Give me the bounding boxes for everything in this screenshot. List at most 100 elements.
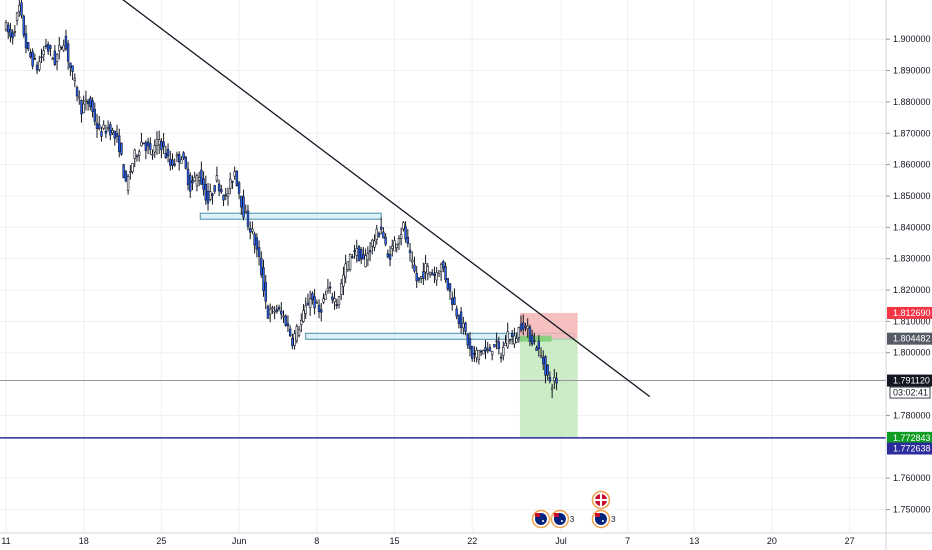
horizontal-levels[interactable] xyxy=(0,380,886,439)
candle-body xyxy=(502,347,505,356)
candle-body xyxy=(519,323,523,331)
candle-body xyxy=(160,141,163,151)
candle-body xyxy=(399,234,403,239)
candle-body xyxy=(424,263,427,273)
candle-body xyxy=(82,103,85,114)
candle-body xyxy=(75,87,79,97)
chart-grid xyxy=(0,0,886,533)
candle-body xyxy=(9,28,12,37)
candle-body xyxy=(244,211,247,214)
candle-body xyxy=(135,155,139,158)
candle-body xyxy=(240,195,243,208)
candle-body xyxy=(490,351,494,356)
support-zones[interactable] xyxy=(199,212,575,340)
candle-body xyxy=(46,44,50,52)
candle-body xyxy=(411,259,414,263)
y-tick-label: 1.800000 xyxy=(893,348,931,358)
event-count: 3 xyxy=(570,515,575,524)
candle-body xyxy=(431,272,434,276)
price-tag xyxy=(887,442,932,455)
candle-body xyxy=(530,334,534,345)
candle-body xyxy=(164,152,168,159)
candle-body xyxy=(302,310,305,322)
candle-body xyxy=(371,239,374,247)
x-tick-label: Jun xyxy=(232,536,247,546)
candle-body xyxy=(184,157,188,169)
candle-body xyxy=(118,135,121,153)
candle-body xyxy=(388,254,392,260)
x-tick-label: 7 xyxy=(625,536,630,546)
take-profit-zone[interactable] xyxy=(519,338,578,438)
candle-body xyxy=(337,296,341,306)
candle-body xyxy=(142,142,145,145)
candle-body xyxy=(277,307,281,310)
candle-body xyxy=(493,343,496,348)
candle-body xyxy=(20,2,23,16)
y-tick-label: 1.750000 xyxy=(893,504,931,514)
candle-body xyxy=(215,175,219,181)
candle-body xyxy=(149,143,152,150)
candle-body xyxy=(44,45,48,48)
candle-body xyxy=(546,364,549,376)
x-tick-label: 13 xyxy=(689,536,699,546)
price-tag xyxy=(887,306,932,319)
candle-body xyxy=(189,175,192,192)
candle-body xyxy=(78,96,81,99)
countdown-box xyxy=(889,386,931,399)
candle-body xyxy=(419,275,423,279)
candle-body xyxy=(255,237,259,250)
candle-body xyxy=(488,347,492,352)
downtrend-line[interactable] xyxy=(84,0,651,398)
candle-body xyxy=(446,278,449,290)
time-axis-labels: 11 18 25 Jun 8 15 22 Jul 7 13 20 27 xyxy=(1,536,854,546)
candle-body xyxy=(391,245,394,249)
candle-body xyxy=(131,163,134,173)
price-tag xyxy=(887,374,932,387)
candle-body xyxy=(457,315,461,324)
candle-body xyxy=(317,304,321,313)
candle-body xyxy=(40,56,43,59)
candle-body xyxy=(91,100,94,112)
candle-body xyxy=(311,293,314,300)
candle-body xyxy=(479,350,483,353)
candle-body xyxy=(533,340,536,342)
candle-body xyxy=(249,228,252,233)
y-tick-label: 1.760000 xyxy=(893,473,931,483)
candle-body xyxy=(553,377,556,382)
candle-body xyxy=(288,328,292,337)
candle-body xyxy=(217,183,221,192)
economic-event-marker[interactable] xyxy=(591,490,611,510)
price-tags: 1.812690 1.804482 1.791120 1.7728431.772638… xyxy=(887,306,932,455)
candle-body xyxy=(29,52,32,58)
support-zone-rectangle[interactable] xyxy=(199,212,382,220)
candle-body xyxy=(42,50,45,56)
candle-body xyxy=(177,153,181,163)
economic-event-marker[interactable]: 3 xyxy=(591,509,616,529)
economic-event-marker[interactable]: 3 xyxy=(531,509,557,529)
candle-body xyxy=(4,22,8,31)
candle-body xyxy=(231,180,234,183)
trendline[interactable] xyxy=(84,0,651,398)
candle-body xyxy=(271,307,274,310)
candle-body xyxy=(544,356,547,376)
candle-body xyxy=(415,272,418,282)
economic-event-marker[interactable]: 3 xyxy=(550,509,575,529)
candle-body xyxy=(484,347,487,352)
candle-body xyxy=(386,253,390,258)
price-axis-labels[interactable]: 1.900000 1.890000 1.880000 1.870000 1.860000… xyxy=(886,34,931,514)
candle-body xyxy=(528,326,532,342)
candle-body xyxy=(166,149,170,157)
candle-body xyxy=(495,340,498,343)
candle-body xyxy=(402,222,405,230)
economic-events[interactable]: 3 3 3 xyxy=(531,490,616,529)
candle-body xyxy=(73,78,77,82)
candle-body xyxy=(366,253,370,261)
candle-body xyxy=(169,158,172,166)
candle-body xyxy=(253,233,256,246)
candle-body xyxy=(453,296,456,305)
y-tick-label: 1.880000 xyxy=(893,97,931,107)
candle-body xyxy=(444,266,447,281)
x-tick-label: 8 xyxy=(314,536,319,546)
candle-body xyxy=(315,302,318,304)
